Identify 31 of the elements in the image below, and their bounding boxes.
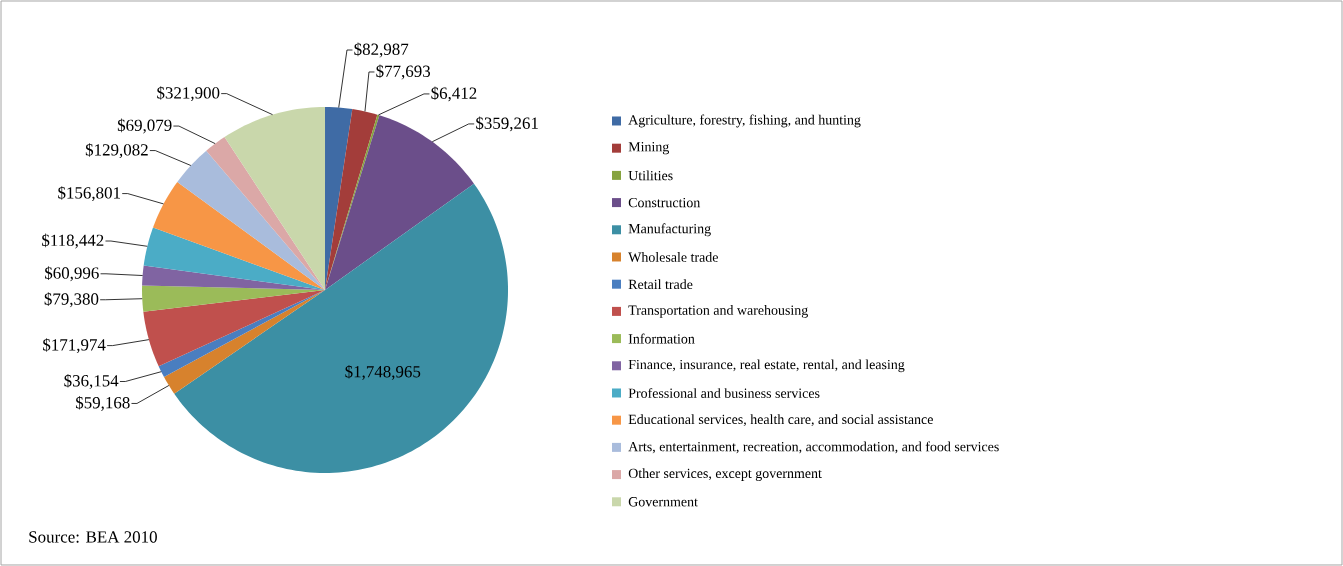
legend-label: Wholesale trade: [628, 252, 718, 262]
data-label: $59,168: [75, 396, 130, 411]
source-note: Source: BEA 2010: [29, 531, 157, 543]
data-label: $77,693: [376, 64, 431, 80]
legend-label: Finance, insurance, real estate, rental, and leasing: [628, 359, 905, 373]
data-label: $82,987: [354, 42, 409, 58]
legend-label: Utilities: [628, 170, 673, 181]
data-label: $69,079: [117, 118, 172, 134]
data-label: $79,380: [44, 292, 99, 308]
legend-label: Information: [628, 333, 695, 344]
data-label: $129,082: [85, 143, 148, 159]
data-label: $118,442: [42, 233, 104, 249]
data-label: $36,154: [64, 374, 119, 389]
data-label: $156,801: [58, 186, 120, 202]
data-label: $6,412: [431, 86, 477, 102]
data-label: $1,748,965: [345, 364, 421, 380]
legend-label: Transportation and warehousing: [628, 305, 808, 318]
legend-label: Manufacturing: [628, 223, 711, 237]
data-label: $171,974: [43, 338, 106, 354]
legend-label: Mining: [628, 142, 670, 155]
legend-label: Educational services, health care, and social assistance: [628, 414, 933, 427]
data-label: $359,261: [476, 116, 538, 132]
legend-label: Arts, entertainment, recreation, accommodation, and food services: [628, 441, 999, 454]
legend-label: Retail trade: [628, 279, 693, 290]
legend-label: Other services, except government: [628, 468, 822, 481]
legend-label: Agriculture, forestry, fishing, and hunting: [628, 114, 861, 128]
data-label: $60,996: [45, 266, 99, 282]
legend-label: Government: [628, 497, 698, 507]
legend-label: Construction: [628, 197, 701, 208]
legend-label: Professional and business services: [628, 388, 820, 398]
data-label: $321,900: [157, 86, 220, 102]
